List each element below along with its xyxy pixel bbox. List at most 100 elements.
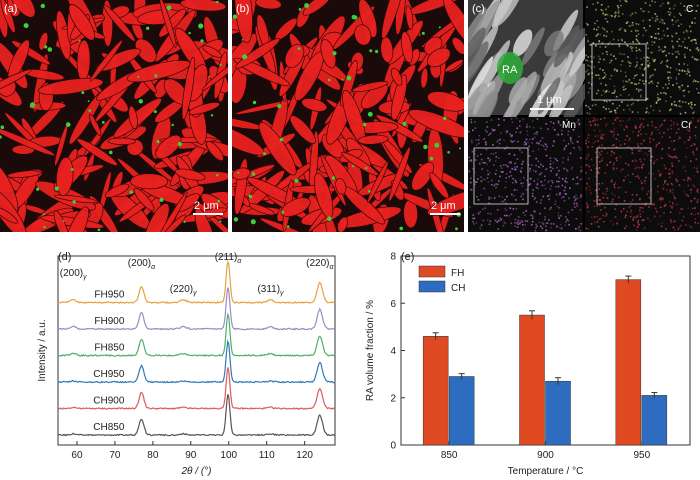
- eds-dot: [635, 166, 638, 169]
- eds-dot: [487, 212, 489, 215]
- eds-dot: [684, 165, 686, 168]
- eds-dot: [598, 61, 600, 63]
- eds-dot: [475, 222, 478, 224]
- eds-dot: [696, 4, 699, 7]
- eds-dot: [661, 147, 664, 150]
- eds-dot: [603, 100, 606, 102]
- eds-dot: [575, 218, 578, 220]
- eds-dot: [657, 170, 660, 172]
- eds-dot: [692, 143, 695, 145]
- eds-dot: [650, 80, 653, 83]
- eds-dot: [588, 82, 590, 84]
- eds-dot: [668, 76, 670, 78]
- eds-dot: [634, 167, 637, 170]
- ra-particle: [0, 135, 2, 139]
- xrd-plot-frame: [57, 255, 336, 446]
- eds-dot: [578, 123, 580, 126]
- eds-dot: [673, 16, 676, 18]
- eds-dot: [632, 41, 634, 43]
- ra-particle: [188, 31, 191, 35]
- eds-dot: [551, 180, 553, 182]
- eds-dot: [690, 103, 693, 106]
- eds-dot: [608, 91, 610, 93]
- eds-dot: [621, 13, 624, 15]
- eds-dot: [592, 120, 594, 122]
- eds-dot: [655, 37, 658, 40]
- ra-particle: [447, 151, 450, 154]
- ra-particle: [153, 110, 157, 114]
- lath-grain: [420, 67, 429, 89]
- eds-dot: [550, 170, 552, 172]
- eds-dot: [524, 214, 526, 216]
- eds-dot: [597, 74, 599, 76]
- eds-dot: [606, 163, 609, 166]
- eds-dot: [613, 168, 615, 171]
- eds-dot: [662, 87, 664, 89]
- eds-dot: [610, 161, 612, 163]
- eds-dot: [546, 229, 548, 231]
- eds-dot: [659, 174, 661, 176]
- eds-dot: [629, 181, 632, 183]
- eds-dot: [489, 133, 491, 135]
- eds-dot: [539, 202, 542, 204]
- eds-dot: [631, 111, 634, 113]
- eds-dot: [617, 6, 620, 9]
- eds-dot: [617, 9, 620, 12]
- ra-particle: [42, 213, 45, 216]
- eds-dot: [632, 218, 634, 220]
- eds-dot: [473, 171, 476, 173]
- eds-dot: [610, 220, 612, 222]
- eds-dot: [478, 134, 480, 137]
- eds-dot: [541, 137, 544, 139]
- eds-dot: [618, 104, 621, 107]
- xrd-series-ch900: [57, 367, 336, 411]
- eds-dot: [492, 129, 495, 132]
- eds-dot: [692, 151, 694, 153]
- lath-grain: [289, 115, 316, 144]
- eds-dot: [563, 167, 565, 170]
- ra-particle: [198, 23, 204, 29]
- eds-dot: [597, 140, 599, 142]
- eds-dot: [688, 225, 691, 227]
- eds-dot: [600, 118, 602, 120]
- eds-dot: [690, 160, 692, 162]
- eds-dot: [671, 184, 674, 186]
- eds-dot: [683, 31, 685, 34]
- eds-dot: [694, 80, 697, 82]
- eds-dot: [472, 168, 475, 170]
- ra-particle: [237, 171, 240, 174]
- eds-dot: [587, 210, 590, 213]
- eds-dot: [624, 41, 626, 43]
- eds-dot: [522, 224, 524, 226]
- eds-dot: [634, 74, 636, 77]
- eds-dot: [499, 175, 501, 178]
- eds-dot: [622, 109, 625, 111]
- eds-dot: [540, 127, 542, 130]
- eds-dot: [509, 171, 512, 173]
- eds-dot: [636, 64, 638, 66]
- lath-grain: [128, 105, 138, 130]
- eds-dot: [654, 68, 656, 71]
- eds-dot: [552, 127, 554, 129]
- eds-dot: [574, 199, 576, 202]
- eds-dot: [659, 215, 662, 217]
- eds-dot: [539, 140, 542, 142]
- eds-dot: [479, 227, 482, 229]
- eds-dot: [609, 130, 612, 132]
- eds-dot: [531, 142, 533, 144]
- eds-dot: [471, 141, 473, 144]
- eds-dot: [640, 133, 642, 135]
- eds-dot: [695, 148, 698, 151]
- eds-dot: [649, 76, 651, 79]
- eds-dot: [669, 136, 671, 139]
- eds-dot: [657, 32, 660, 35]
- eds-dot: [558, 176, 560, 179]
- eds-dot: [537, 187, 539, 190]
- eds-dot: [585, 104, 587, 107]
- eds-dot: [550, 223, 552, 225]
- eds-dot: [600, 4, 603, 6]
- eds-dot: [623, 53, 626, 56]
- eds-dot: [474, 183, 477, 186]
- eds-dot: [669, 71, 671, 74]
- eds-dot: [574, 198, 577, 200]
